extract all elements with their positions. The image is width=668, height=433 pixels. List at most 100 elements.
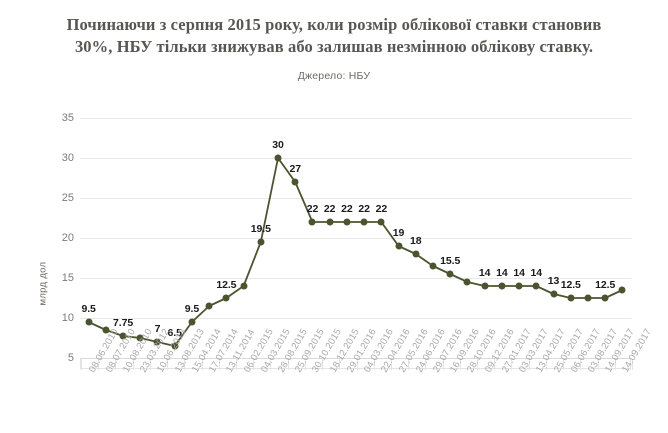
x-axis-tickmark xyxy=(408,359,410,370)
data-point xyxy=(136,334,144,342)
x-axis-tickmark xyxy=(494,359,496,370)
x-axis-tickmark xyxy=(459,359,461,370)
x-axis-tickmark xyxy=(528,359,530,370)
data-point-label: 12.5 xyxy=(216,279,237,291)
x-axis-tickmark xyxy=(235,359,237,370)
data-point-label: 27 xyxy=(289,163,301,175)
data-point xyxy=(171,342,179,350)
x-axis-tickmark xyxy=(580,359,582,370)
x-axis-tickmark xyxy=(167,359,169,370)
data-point xyxy=(446,270,454,278)
chart-header: Починаючи з серпня 2015 року, коли розмі… xyxy=(0,14,668,82)
data-point xyxy=(291,178,299,186)
x-axis-tickmark xyxy=(149,359,151,370)
data-point-label: 6.5 xyxy=(167,327,182,339)
x-axis-tickmark xyxy=(253,359,255,370)
data-point xyxy=(240,282,248,290)
data-point-label: 22 xyxy=(375,203,388,215)
x-axis-tickmark xyxy=(477,359,479,370)
x-axis-tickmark xyxy=(545,359,547,370)
y-axis-tick-label: 30 xyxy=(61,152,74,164)
data-point xyxy=(222,294,230,302)
chart-source-note: Джерело: НБУ xyxy=(297,70,371,82)
gridline xyxy=(80,118,631,119)
gridline xyxy=(80,198,631,199)
x-axis-tickmark xyxy=(270,359,272,370)
data-point xyxy=(515,282,523,290)
data-point-label: 14 xyxy=(478,267,491,279)
data-point-label: 22 xyxy=(358,203,370,215)
data-point xyxy=(601,294,609,302)
y-axis-tick-label: 35 xyxy=(61,112,74,124)
data-point xyxy=(395,242,403,250)
data-point xyxy=(257,238,265,246)
data-point-label: 12.5 xyxy=(595,279,616,291)
data-point-label: 12.5 xyxy=(560,279,581,291)
data-point xyxy=(188,318,196,326)
data-point-label: 15.5 xyxy=(440,255,461,267)
data-point-label: 22 xyxy=(341,203,353,215)
x-axis-tickmark xyxy=(442,359,444,370)
data-point xyxy=(567,294,575,302)
x-axis-tickmark xyxy=(98,359,100,370)
x-axis-tickmark xyxy=(115,359,117,370)
x-axis-tickmark xyxy=(563,359,565,370)
gridline xyxy=(80,278,631,279)
x-axis-tickmark xyxy=(597,359,599,370)
x-axis-tickmark xyxy=(184,359,186,370)
data-point xyxy=(85,318,93,326)
x-axis-tickmark xyxy=(339,359,341,370)
data-point xyxy=(412,250,420,258)
data-point xyxy=(377,218,385,226)
y-axis-tick-label: 5 xyxy=(67,352,74,364)
x-axis-tickmark xyxy=(356,359,358,370)
data-point xyxy=(119,332,127,340)
data-point-label: 7 xyxy=(154,323,161,335)
data-point-label: 30 xyxy=(272,139,284,151)
data-point-label: 7.75 xyxy=(113,317,134,329)
data-point xyxy=(618,286,626,294)
data-point-label: 14 xyxy=(513,267,525,279)
data-point-label: 22 xyxy=(323,203,336,215)
gridline xyxy=(80,158,631,159)
data-point xyxy=(153,338,161,346)
gridline xyxy=(80,238,631,239)
data-point-label: 18 xyxy=(410,235,422,247)
x-axis xyxy=(80,358,633,370)
y-axis-tick-label: 25 xyxy=(61,192,74,204)
x-axis-tickmark xyxy=(425,359,427,370)
x-axis-tickmark xyxy=(614,359,616,370)
y-axis-tick-label: 20 xyxy=(61,232,74,244)
data-point xyxy=(584,294,592,302)
data-point xyxy=(326,218,334,226)
data-point xyxy=(481,282,489,290)
x-axis-tickmark xyxy=(132,359,134,370)
x-axis-tickmark xyxy=(81,359,82,370)
data-point-label: 22 xyxy=(306,203,319,215)
data-point-label: 9.5 xyxy=(184,303,200,315)
x-axis-tickmark xyxy=(322,359,324,370)
x-axis-tickmark xyxy=(304,359,306,370)
series-polyline xyxy=(88,157,623,347)
gridline xyxy=(80,318,631,319)
x-axis-tickmark xyxy=(390,359,392,370)
data-point-label: 9.5 xyxy=(81,303,96,315)
data-point-label: 19 xyxy=(392,227,405,239)
y-axis-tick-label: 15 xyxy=(61,272,74,284)
x-axis-tickmark xyxy=(218,359,220,370)
x-axis-tickmark xyxy=(201,359,203,370)
data-point-label: 14 xyxy=(496,267,508,279)
data-point xyxy=(102,326,110,334)
x-axis-tickmark xyxy=(511,359,513,370)
data-point xyxy=(205,302,213,310)
x-axis-tickmark xyxy=(373,359,375,370)
x-axis-tickmark xyxy=(632,359,633,370)
plot-area: млрд дол 5 10 15 20 25 30 35 9.5 7.75 7 6.5 9.5 12.… xyxy=(0,108,668,433)
x-axis-tickmark xyxy=(287,359,289,370)
data-point-label: 19.5 xyxy=(250,223,271,235)
data-point xyxy=(343,218,351,226)
data-point xyxy=(463,278,471,286)
data-point xyxy=(274,154,282,162)
page-title: Починаючи з серпня 2015 року, коли розмі… xyxy=(66,15,602,56)
